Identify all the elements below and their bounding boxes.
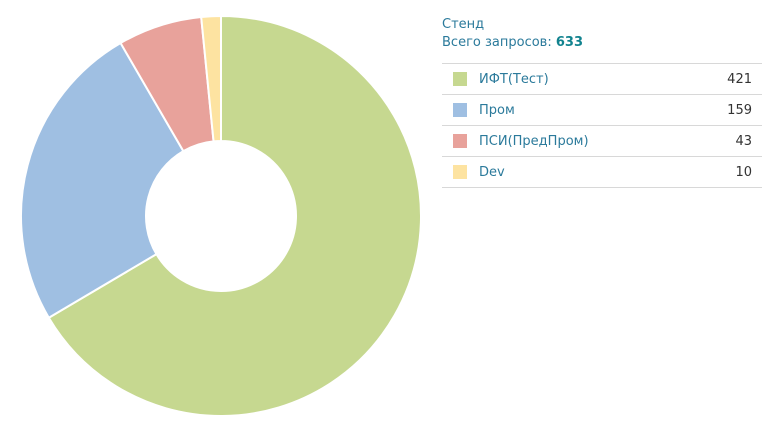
donut-chart: [20, 14, 422, 417]
legend-swatch: [453, 165, 467, 179]
legend-swatch: [453, 134, 467, 148]
legend-label: Пром: [479, 102, 515, 118]
pie-slice[interactable]: [200, 14, 222, 143]
legend-value: 10: [735, 164, 752, 180]
total-value: 633: [555, 35, 583, 50]
legend-title: Стенд: [442, 17, 485, 32]
legend-swatch: [453, 103, 467, 117]
pie-slice[interactable]: [20, 41, 185, 320]
legend-label: ИФТ(Тест): [479, 71, 549, 87]
legend-label: Dev: [479, 164, 505, 180]
legend-item[interactable]: Пром 159: [442, 95, 762, 126]
legend-item[interactable]: ПСИ(ПредПром) 43: [442, 126, 762, 157]
legend-value: 159: [727, 102, 752, 118]
legend-item[interactable]: ИФТ(Тест) 421: [442, 64, 762, 95]
legend-total: Всего запросов: 633: [442, 34, 762, 52]
legend-item[interactable]: Dev 10: [442, 157, 762, 188]
legend-value: 43: [735, 133, 752, 149]
legend-label: ПСИ(ПредПром): [479, 133, 589, 149]
chart-legend: Стенд Всего запросов: 633 ИФТ(Тест) 421 …: [442, 16, 762, 188]
legend-value: 421: [727, 71, 752, 87]
legend-list: ИФТ(Тест) 421 Пром 159 ПСИ(ПредПром) 43 …: [442, 63, 762, 188]
pie-slice[interactable]: [47, 14, 422, 417]
total-label: Всего запросов:: [442, 35, 552, 50]
legend-swatch: [453, 72, 467, 86]
